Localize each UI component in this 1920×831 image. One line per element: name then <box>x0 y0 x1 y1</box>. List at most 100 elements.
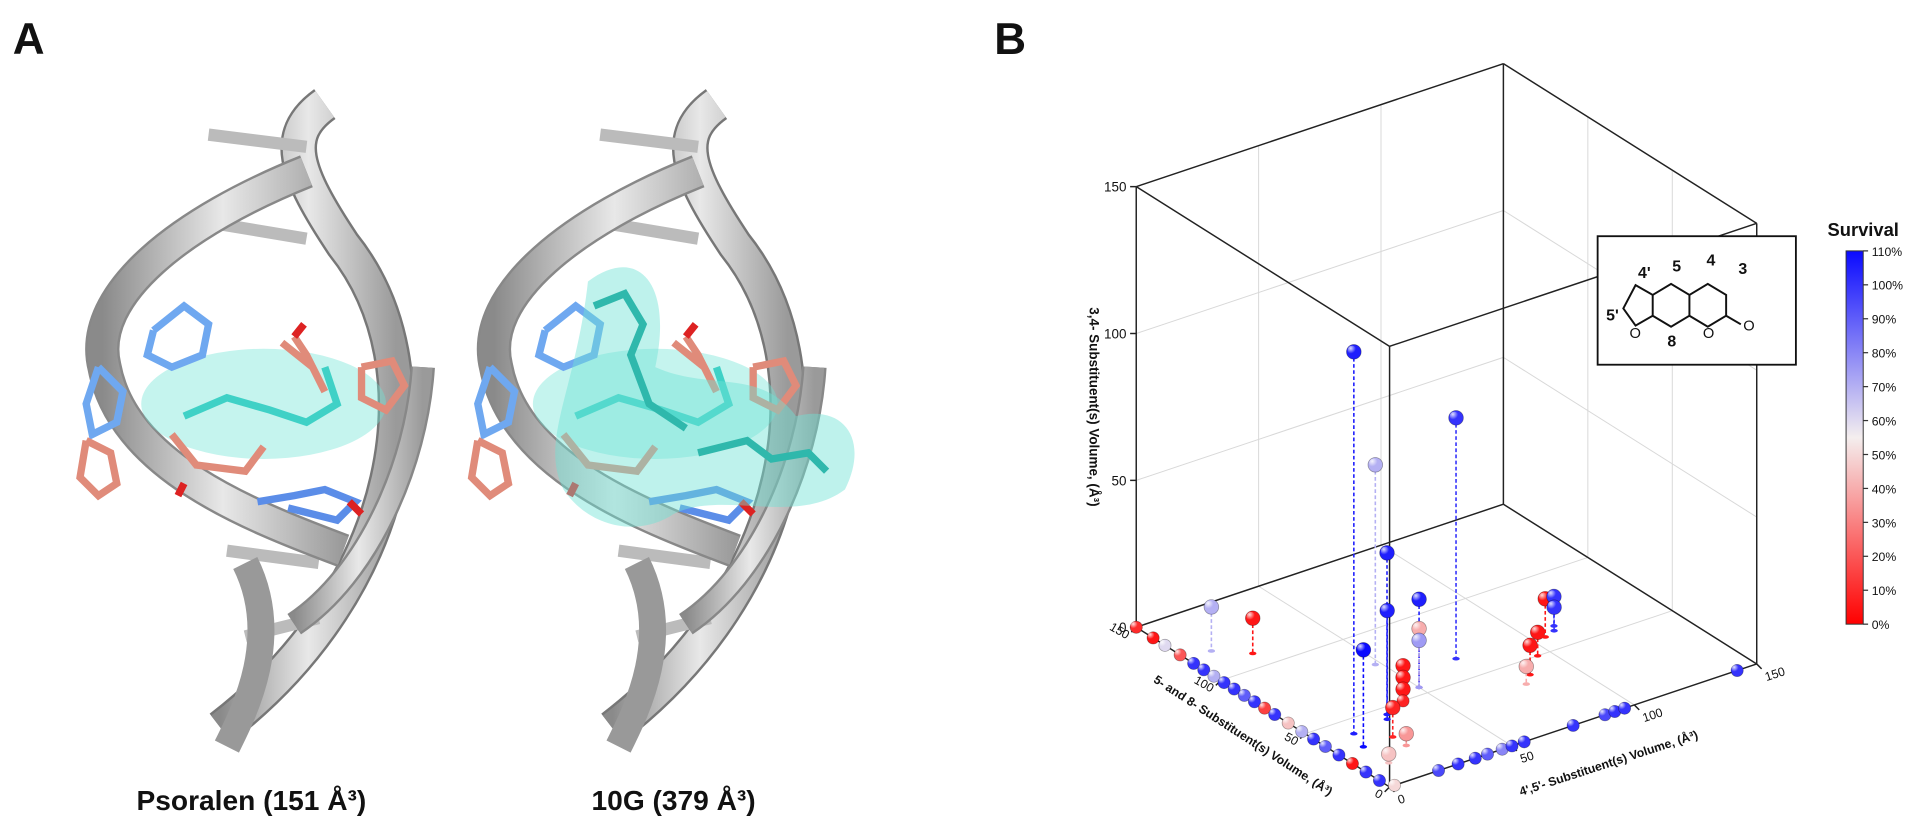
colorbar-tick-label: 100% <box>1872 279 1903 293</box>
z-tick-label: 0 <box>1119 620 1126 635</box>
atom-label: O <box>1703 326 1714 342</box>
point-highlight <box>1228 683 1237 691</box>
point-highlight <box>1382 747 1392 757</box>
point-highlight <box>1360 766 1368 774</box>
point-highlight <box>1373 775 1382 783</box>
box-edge <box>1503 503 1758 665</box>
point-highlight <box>1481 748 1490 756</box>
point-highlight <box>1159 639 1167 648</box>
colorbar-tick-label: 30% <box>1872 516 1897 530</box>
point-highlight <box>1380 546 1390 556</box>
point-highlight <box>1400 727 1409 737</box>
point-highlight <box>1347 345 1357 355</box>
floor-shadow <box>1402 743 1410 748</box>
floor-shadow <box>1207 649 1216 653</box>
floor-shadow <box>1350 731 1358 736</box>
point-highlight <box>1412 622 1422 632</box>
point-highlight <box>1506 740 1514 748</box>
point-highlight <box>1248 696 1257 704</box>
point-highlight <box>1380 604 1390 614</box>
tick-mark <box>1384 786 1391 793</box>
point-highlight <box>1296 726 1304 734</box>
point-highlight <box>1547 600 1557 610</box>
grid-line <box>1136 210 1504 334</box>
floor-shadow <box>1541 635 1549 639</box>
grid-line <box>1136 356 1504 481</box>
point-highlight <box>1319 740 1328 749</box>
point-highlight <box>1147 632 1155 640</box>
point-highlight <box>1218 677 1226 685</box>
colorbar-tick-label: 10% <box>1872 584 1897 598</box>
point-highlight <box>1369 458 1378 468</box>
atom-label: 4' <box>1638 265 1651 282</box>
point-highlight <box>1396 682 1406 692</box>
point-highlight <box>1531 626 1541 635</box>
colorbar-tick-label: 40% <box>1872 482 1897 496</box>
colorbar-tick-label: 110% <box>1872 245 1902 259</box>
colorbar-tick-label: 80% <box>1872 347 1897 361</box>
point-highlight <box>1609 705 1617 714</box>
box-edge <box>1135 186 1390 347</box>
point-highlight <box>1246 611 1256 621</box>
point-highlight <box>1433 765 1441 773</box>
floor-shadow <box>1522 682 1530 686</box>
colorbar-tick-label: 90% <box>1872 313 1897 327</box>
grid-line <box>1220 557 1588 681</box>
floor-shadow <box>1526 672 1534 677</box>
floor-shadow <box>1249 651 1257 656</box>
point-highlight <box>1346 758 1355 766</box>
tick-mark <box>1756 663 1763 670</box>
point-highlight <box>1412 634 1422 643</box>
floor-shadow <box>1389 735 1397 739</box>
colorbar <box>1845 250 1864 625</box>
colorbar-title: Survival <box>1828 219 1899 240</box>
x-tick-label: 0 <box>1396 791 1407 806</box>
floor-shadow <box>1452 656 1460 661</box>
atom-label: 4 <box>1707 253 1716 270</box>
panel-label: A <box>13 15 45 64</box>
tick-mark <box>1633 704 1640 711</box>
structure-inset <box>1596 235 1797 366</box>
atom-label: 8 <box>1667 333 1676 350</box>
point-highlight <box>1449 411 1459 421</box>
x-axis-title: 4',5'- Substituent(s) Volume, (Å³) <box>1517 727 1699 799</box>
caption: 10G (379 Å³) <box>592 785 756 816</box>
point-highlight <box>1619 702 1627 711</box>
y-tick-label: 150 <box>1107 620 1132 642</box>
point-highlight <box>1523 639 1533 648</box>
colorbar-tick-label: 20% <box>1872 550 1897 564</box>
point-highlight <box>1282 717 1291 725</box>
z-tick-label: 150 <box>1104 180 1126 195</box>
panel-label: B <box>994 15 1026 64</box>
dna-rendering <box>76 89 435 753</box>
point-highlight <box>1208 670 1216 679</box>
box-edge <box>1136 503 1504 628</box>
floor-shadow <box>1371 662 1380 667</box>
point-highlight <box>1396 671 1406 680</box>
z-tick-label: 100 <box>1104 326 1126 341</box>
point-highlight <box>1396 659 1406 669</box>
atom-label: 3 <box>1738 261 1747 278</box>
box-edge <box>1503 63 1758 224</box>
grid-line <box>1258 585 1513 747</box>
point-highlight <box>1731 664 1739 673</box>
point-highlight <box>1198 664 1206 672</box>
point-highlight <box>1130 621 1139 630</box>
point-highlight <box>1205 600 1214 610</box>
point-highlight <box>1469 752 1478 761</box>
colorbar-tick-label: 0% <box>1872 618 1890 632</box>
point-highlight <box>1452 758 1460 766</box>
point-highlight <box>1333 749 1341 757</box>
z-tick-label: 50 <box>1111 473 1126 488</box>
point-highlight <box>1539 592 1548 602</box>
floor-shadow <box>1550 628 1558 633</box>
atom-label: O <box>1743 318 1754 334</box>
grid-line <box>1304 610 1673 735</box>
floor-shadow <box>1385 760 1393 765</box>
box-edge <box>1136 62 1504 188</box>
y-tick-label: 0 <box>1372 786 1385 802</box>
atom-label: O <box>1629 326 1640 342</box>
x-tick-label: 50 <box>1518 748 1535 766</box>
